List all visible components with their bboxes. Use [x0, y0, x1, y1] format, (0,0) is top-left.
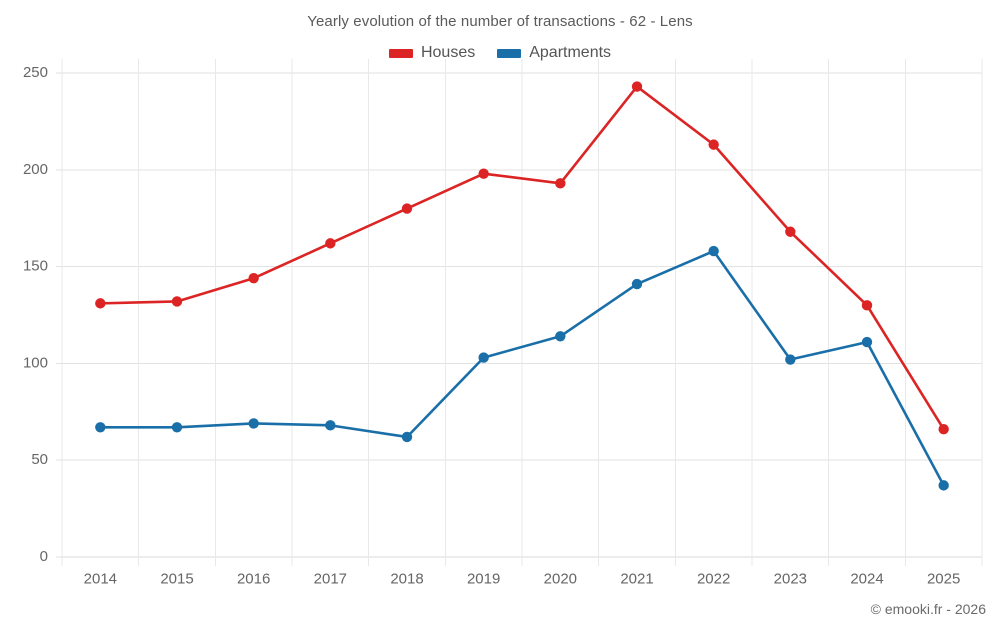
legend-item-apartments[interactable]: Apartments — [497, 44, 611, 62]
data-point-apartments-2017[interactable] — [325, 420, 336, 431]
x-axis-tick-label: 2019 — [467, 570, 500, 587]
x-axis-ticks-group: 2014 2015 2016 2017 2018 2019 2020 2021 2022 2023… — [84, 570, 961, 587]
series-line-houses — [99, 85, 945, 431]
x-axis-tick-label: 2023 — [774, 570, 807, 587]
x-axis-tick-label: 2024 — [850, 570, 883, 587]
data-point-apartments-2023[interactable] — [785, 354, 796, 365]
data-point-houses-2018[interactable] — [401, 203, 413, 214]
data-point-apartments-2016[interactable] — [248, 418, 259, 429]
x-axis-tick-label: 2021 — [620, 570, 653, 587]
x-axis-tick-label: 2020 — [544, 570, 577, 587]
data-point-apartments-2018[interactable] — [401, 431, 413, 443]
data-point-houses-2019[interactable] — [478, 168, 489, 179]
x-axis-tick-label: 2018 — [390, 570, 423, 587]
legend-label-apartments: Apartments — [529, 44, 612, 61]
chart-legend: Houses Apartments — [0, 44, 1000, 62]
data-point-apartments-2015[interactable] — [171, 422, 183, 433]
y-axis-tick-label: 50 — [31, 451, 48, 468]
data-point-apartments-2020[interactable] — [555, 331, 566, 342]
y-axis-ticks-group: 0 50 100 150 200 250 — [23, 64, 48, 565]
x-axis-tick-label: 2022 — [697, 570, 730, 587]
legend-swatch-icon-apartments — [497, 48, 522, 58]
data-point-apartments-2019[interactable] — [478, 352, 489, 363]
x-axis-tick-label: 2016 — [237, 570, 270, 587]
x-axis-tick-label: 2014 — [84, 570, 117, 587]
data-point-houses-2014[interactable] — [95, 298, 106, 309]
data-point-apartments-2014[interactable] — [95, 422, 106, 433]
data-point-houses-2023[interactable] — [785, 226, 796, 237]
data-point-houses-2020[interactable] — [555, 178, 566, 189]
series-line-apartments — [99, 249, 945, 487]
data-series-group — [95, 81, 949, 491]
y-axis-tick-label: 150 — [23, 258, 48, 275]
data-point-houses-2016[interactable] — [248, 273, 259, 284]
data-point-apartments-2021[interactable] — [631, 278, 643, 290]
data-point-houses-2017[interactable] — [325, 238, 336, 249]
data-point-houses-2021[interactable] — [631, 81, 643, 92]
footer-credit: © emooki.fr - 2026 — [870, 601, 986, 617]
data-point-apartments-2025[interactable] — [938, 480, 949, 491]
data-point-houses-2025[interactable] — [938, 424, 949, 435]
y-axis-tick-label: 200 — [23, 161, 48, 178]
data-point-apartments-2024[interactable] — [861, 336, 873, 348]
legend-label-houses: Houses — [420, 44, 476, 61]
data-point-houses-2024[interactable] — [861, 300, 873, 311]
chart-title: Yearly evolution of the number of transa… — [307, 13, 693, 30]
y-axis-tick-label: 250 — [23, 64, 48, 81]
y-axis-tick-label: 0 — [40, 548, 48, 565]
x-axis-tick-label: 2015 — [160, 570, 193, 587]
x-axis-tick-label: 2017 — [314, 570, 347, 587]
legend-swatch-icon-houses — [388, 48, 413, 58]
y-axis-tick-label: 100 — [23, 354, 48, 371]
x-axis-tick-label: 2025 — [927, 570, 960, 587]
data-point-apartments-2022[interactable] — [708, 245, 719, 257]
data-point-houses-2022[interactable] — [708, 139, 719, 150]
legend-item-houses[interactable]: Houses — [388, 44, 476, 62]
data-point-houses-2015[interactable] — [171, 296, 183, 307]
gridlines-group — [56, 59, 983, 566]
